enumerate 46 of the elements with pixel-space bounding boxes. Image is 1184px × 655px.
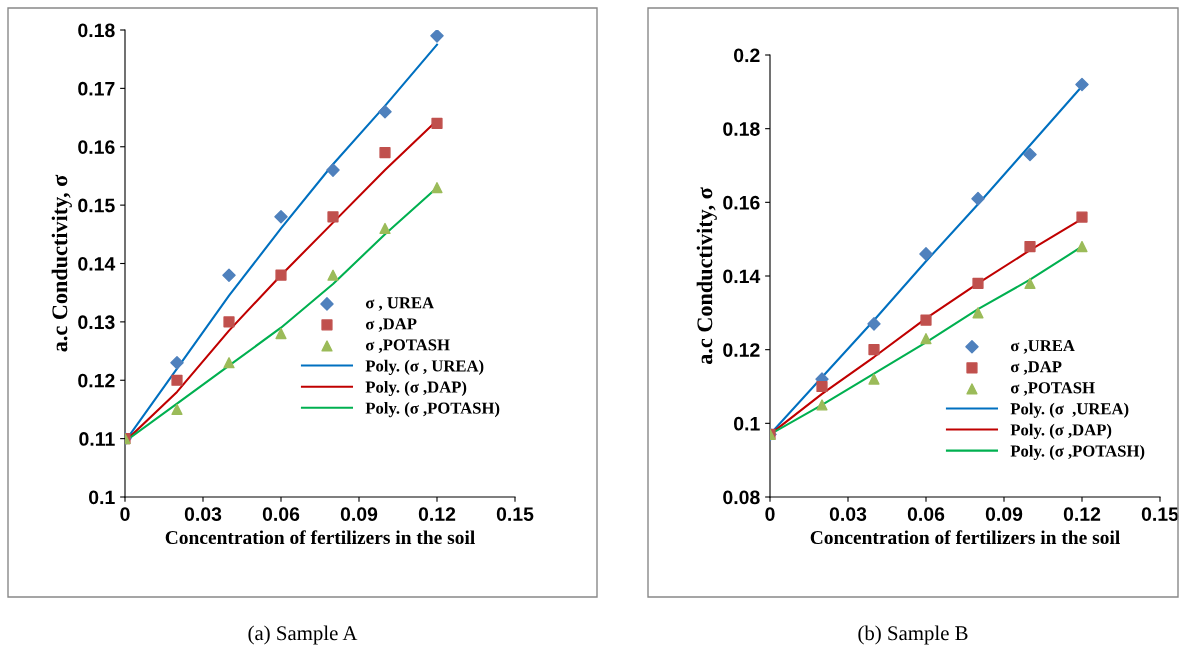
legend-label: Poly. (σ ,POTASH): [365, 402, 500, 418]
y-axis-title: a.c Conductivity, σ: [696, 187, 717, 365]
legend-label: Poly. (σ ,DAP): [365, 380, 467, 397]
y-tick-label: 0.18: [723, 122, 760, 136]
x-tick-label: 0.09: [985, 507, 1023, 521]
x-tick-label: 0.06: [262, 507, 300, 521]
legend-label: Poly. (σ ,DAP): [1010, 423, 1112, 439]
y-tick-label: 0.1: [89, 490, 115, 505]
y-tick-label: 0.12: [723, 343, 760, 357]
y-tick-label: 0.14: [723, 269, 761, 284]
x-tick-label: 0: [120, 507, 130, 521]
y-tick-label: 0.13: [78, 315, 115, 330]
y-tick-label: 0.14: [78, 256, 116, 271]
x-tick-label: 0.12: [418, 507, 456, 521]
y-tick-label: 0.17: [78, 81, 115, 96]
legend-label: σ ,UREA: [1010, 340, 1075, 354]
y-tick-label: 0.18: [78, 23, 115, 38]
x-tick-label: 0.03: [184, 507, 222, 522]
legend-label: Poly. (σ ,UREA): [1010, 402, 1129, 418]
legend-label: σ ,POTASH: [1010, 382, 1095, 396]
x-tick-label: 0: [765, 507, 775, 521]
legend-label: σ , UREA: [365, 297, 434, 311]
y-axis-title: a.c Conductivity, σ: [51, 174, 72, 352]
legend-label: σ ,POTASH: [365, 339, 450, 353]
y-tick-label: 0.15: [78, 198, 115, 213]
y-tick-label: 0.11: [79, 432, 115, 446]
y-tick-label: 0.16: [723, 195, 760, 210]
x-tick-label: 0.09: [340, 507, 378, 521]
x-axis-title: Concentration of fertilizers in the soil: [165, 530, 475, 545]
x-tick-label: 0.15: [1141, 507, 1179, 521]
x-axis-title: Concentration of fertilizers in the soil: [810, 530, 1120, 545]
y-tick-label: 0.08: [723, 490, 760, 505]
x-tick-label: 0.15: [496, 507, 534, 521]
y-tick-label: 0.16: [78, 140, 115, 154]
legend-label: σ ,DAP: [365, 318, 417, 332]
legend-label: σ ,DAP: [1010, 361, 1062, 375]
x-tick-label: 0.06: [907, 507, 945, 521]
text: (b) Sample B: [858, 625, 968, 645]
x-tick-label: 0.03: [829, 507, 867, 522]
text: (a) Sample A: [248, 625, 358, 645]
x-tick-label: 0.12: [1063, 507, 1101, 521]
legend-label: Poly. (σ ,POTASH): [1010, 444, 1145, 461]
legend-label: Poly. (σ , UREA): [365, 359, 484, 376]
y-tick-label: 0.1: [734, 416, 760, 431]
y-tick-label: 0.2: [734, 48, 760, 63]
y-tick-label: 0.12: [78, 373, 115, 388]
